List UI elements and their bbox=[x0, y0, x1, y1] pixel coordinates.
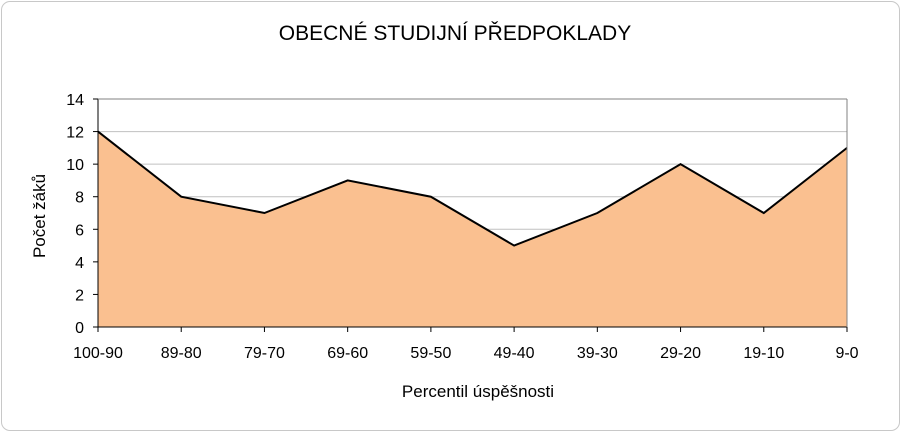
y-axis-label: Počet žáků bbox=[30, 174, 49, 258]
y-tick-label: 10 bbox=[66, 157, 84, 174]
x-tick-labels: 100-90 89-80 79-70 69-60 59-50 49-40 39-30 29-2… bbox=[73, 345, 859, 362]
x-tick-label: 89-80 bbox=[161, 345, 202, 362]
x-tick-label: 59-50 bbox=[410, 345, 451, 362]
y-tick-labels: 0 2 4 6 8 10 12 14 bbox=[66, 92, 84, 337]
y-tick-label: 12 bbox=[66, 125, 84, 142]
series-line bbox=[97, 130, 848, 247]
axes bbox=[93, 98, 848, 332]
x-axis-label: Percentil úspěšnosti bbox=[402, 382, 554, 401]
chart-title: OBECNÉ STUDIJNÍ PŘEDPOKLADY bbox=[279, 22, 631, 45]
y-tick-label: 0 bbox=[75, 320, 84, 337]
x-tick-label: 79-70 bbox=[244, 345, 285, 362]
y-tick-label: 6 bbox=[75, 222, 84, 239]
y-tick-label: 14 bbox=[66, 92, 84, 109]
x-tick-label: 29-20 bbox=[660, 345, 701, 362]
y-tick-label: 2 bbox=[75, 287, 84, 304]
x-tick-label: 19-10 bbox=[743, 345, 784, 362]
x-tick-label: 9-0 bbox=[835, 345, 858, 362]
x-tick-label: 69-60 bbox=[327, 345, 368, 362]
y-tick-label: 4 bbox=[75, 255, 84, 272]
x-tick-label: 100-90 bbox=[73, 345, 123, 362]
x-tick-label: 49-40 bbox=[494, 345, 535, 362]
area-series bbox=[98, 131, 847, 327]
x-tick-label: 39-30 bbox=[577, 345, 618, 362]
y-tick-label: 8 bbox=[75, 190, 84, 207]
